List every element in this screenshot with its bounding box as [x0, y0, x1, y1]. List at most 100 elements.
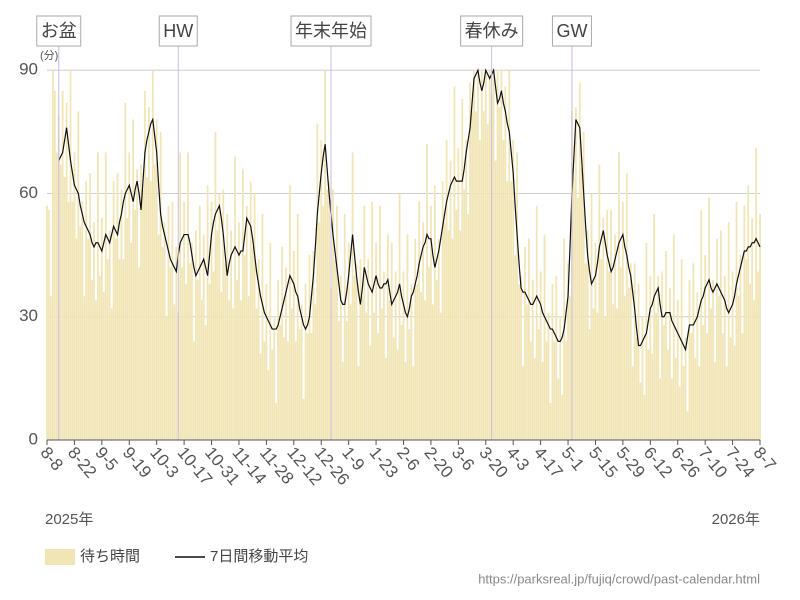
- bar: [365, 312, 368, 440]
- bar: [582, 131, 585, 440]
- bar: [443, 222, 446, 440]
- bar: [608, 271, 611, 440]
- bar: [573, 177, 575, 441]
- bar: [149, 181, 152, 441]
- bar: [445, 140, 448, 440]
- bar: [641, 316, 644, 440]
- bar: [187, 152, 189, 441]
- bar: [694, 357, 697, 440]
- bar: [712, 279, 714, 440]
- bar: [261, 214, 264, 440]
- bar: [112, 181, 115, 441]
- bar: [567, 263, 569, 440]
- bar: [73, 152, 76, 441]
- bar: [432, 304, 434, 440]
- bar: [251, 246, 254, 440]
- bar: [659, 378, 661, 440]
- bar: [69, 70, 72, 440]
- bar: [455, 209, 458, 440]
- bar: [138, 267, 140, 440]
- bar: [173, 304, 176, 440]
- bar: [110, 308, 113, 440]
- bar: [700, 209, 703, 440]
- bar: [670, 378, 673, 440]
- bar: [294, 341, 297, 440]
- bar: [676, 300, 679, 440]
- bar: [625, 172, 628, 440]
- bar: [224, 263, 227, 440]
- bar: [467, 214, 470, 440]
- bar: [496, 70, 499, 440]
- source-url: https://parksreal.jp/fujiq/crowd/past-ca…: [478, 571, 760, 586]
- bar: [424, 300, 426, 440]
- bar: [618, 152, 620, 441]
- bar: [655, 312, 658, 440]
- bar: [95, 300, 97, 440]
- bar: [684, 337, 687, 440]
- x-tick-label: 6-12: [640, 443, 676, 481]
- bar: [594, 242, 597, 440]
- bar: [153, 164, 156, 440]
- bar: [218, 193, 221, 440]
- x-tick-label: 7-24: [722, 443, 758, 481]
- bar: [257, 259, 260, 440]
- bar: [99, 275, 101, 440]
- bar: [300, 304, 303, 440]
- bar: [498, 107, 501, 441]
- bar: [336, 205, 338, 440]
- bar: [167, 205, 170, 440]
- bar: [234, 156, 236, 440]
- bar: [379, 205, 381, 440]
- bar: [191, 242, 193, 440]
- y-tick-label: 90: [19, 60, 38, 79]
- bar: [102, 292, 105, 440]
- bar: [253, 193, 256, 440]
- bar: [412, 366, 415, 440]
- bar: [721, 333, 724, 440]
- bar: [500, 70, 503, 440]
- bar: [592, 308, 595, 440]
- bar: [200, 300, 203, 440]
- bar: [75, 238, 78, 440]
- bar: [146, 177, 148, 441]
- bar: [361, 296, 364, 440]
- y-tick-label: 0: [29, 429, 38, 448]
- bar: [51, 70, 54, 440]
- bar: [733, 345, 736, 440]
- bar: [602, 218, 605, 440]
- bar: [155, 119, 158, 441]
- bar: [451, 238, 454, 440]
- bar: [136, 168, 138, 440]
- bar: [529, 341, 532, 440]
- bar: [363, 205, 366, 440]
- bar: [537, 329, 540, 440]
- bar: [289, 185, 291, 440]
- bar: [106, 259, 109, 440]
- bar: [569, 296, 571, 440]
- bar: [661, 271, 663, 440]
- bar: [353, 275, 356, 440]
- bar: [430, 205, 432, 440]
- bar: [647, 349, 650, 440]
- bar: [527, 238, 530, 440]
- x-tick-label: 5-15: [585, 443, 621, 481]
- bar: [351, 152, 354, 441]
- bar: [175, 246, 178, 440]
- bar: [616, 308, 618, 440]
- bar: [306, 333, 309, 440]
- bar: [504, 86, 507, 441]
- bar: [259, 353, 262, 440]
- annotation-label: 年末年始: [295, 21, 367, 41]
- bar: [140, 164, 142, 440]
- bar: [584, 263, 587, 440]
- annotation-label: GW: [556, 21, 587, 41]
- bar: [563, 238, 566, 440]
- bar: [518, 283, 520, 440]
- bar: [304, 283, 307, 440]
- bar: [85, 181, 88, 441]
- bar: [226, 214, 229, 440]
- bar: [465, 140, 468, 440]
- bar: [181, 267, 184, 440]
- bar: [620, 267, 622, 440]
- bar: [322, 205, 325, 440]
